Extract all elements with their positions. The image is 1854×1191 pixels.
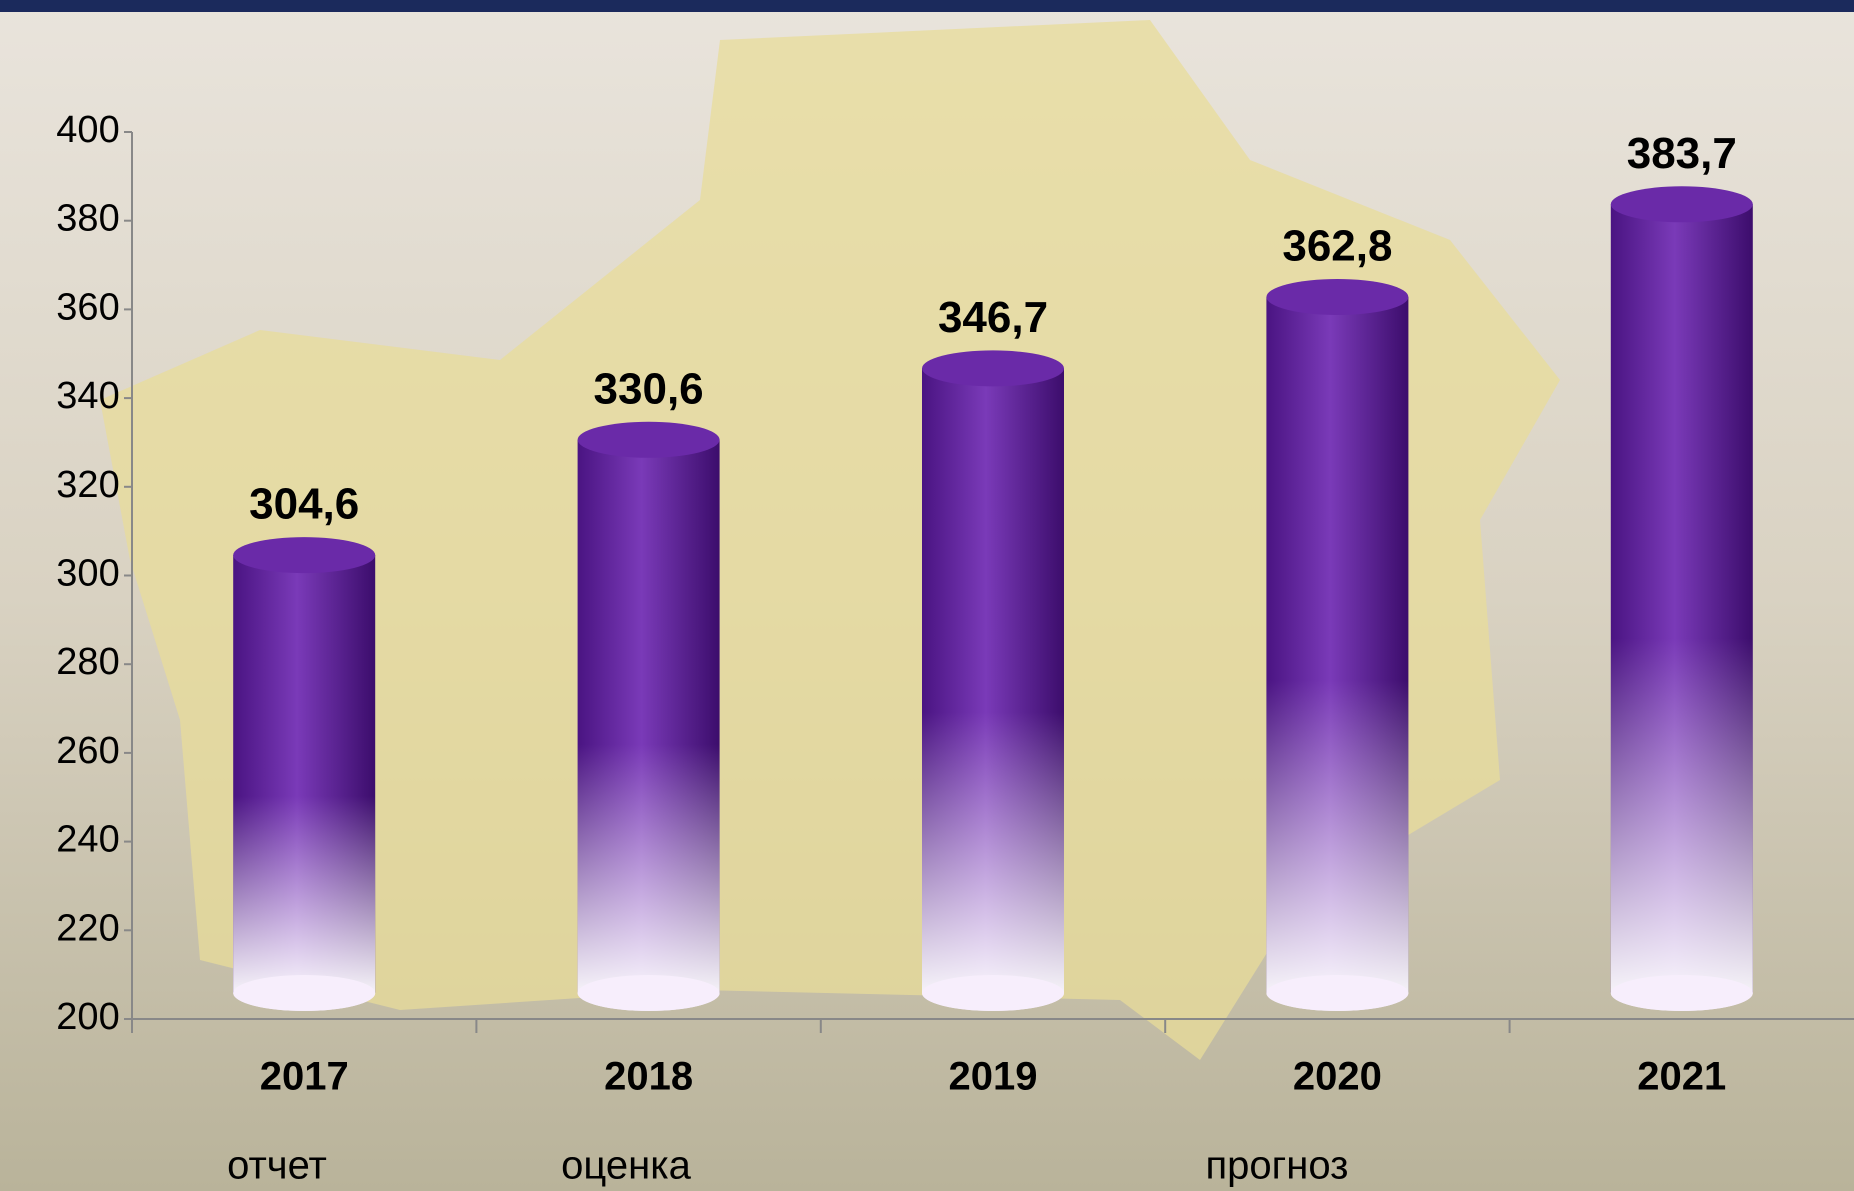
bar-cap <box>233 537 376 574</box>
bar-fade <box>1610 204 1753 993</box>
y-tick-label: 220 <box>56 907 119 949</box>
bar-fade <box>1266 296 1409 993</box>
bar-cap <box>1610 186 1753 223</box>
top-bar <box>0 0 1854 12</box>
y-tick-label: 400 <box>56 109 119 151</box>
y-tick-label: 200 <box>56 996 119 1038</box>
y-tick-label: 320 <box>56 464 119 506</box>
y-tick-label: 300 <box>56 553 119 595</box>
x-tick-label: 2021 <box>1637 1055 1726 1099</box>
y-tick-label: 380 <box>56 198 119 240</box>
y-tick-label: 260 <box>56 730 119 772</box>
annotation: оценка <box>561 1144 691 1188</box>
y-tick-label: 360 <box>56 286 119 328</box>
bar-cap <box>922 350 1064 387</box>
value-label: 346,7 <box>938 293 1048 342</box>
map-shape <box>100 20 1560 1060</box>
bar-fade <box>577 439 720 993</box>
bar-cap <box>577 421 720 458</box>
bar-fade <box>233 555 376 993</box>
annotation: прогноз <box>1206 1144 1349 1188</box>
x-tick-label: 2017 <box>260 1055 349 1099</box>
value-label: 330,6 <box>594 364 704 413</box>
bar-base-overlay <box>1266 975 1409 1011</box>
y-tick-label: 240 <box>56 819 119 861</box>
bar-base-overlay <box>922 975 1064 1011</box>
y-tick-label: 340 <box>56 375 119 417</box>
y-tick-label: 280 <box>56 641 119 683</box>
value-label: 362,8 <box>1282 222 1392 271</box>
bar-base-overlay <box>577 975 720 1011</box>
annotation: отчет <box>227 1144 327 1188</box>
x-tick-label: 2020 <box>1293 1055 1382 1099</box>
x-tick-label: 2018 <box>604 1055 693 1099</box>
bar-base-overlay <box>233 975 376 1011</box>
bar-fade <box>922 368 1064 993</box>
value-label: 383,7 <box>1627 129 1737 178</box>
bar-base-overlay <box>1610 975 1753 1011</box>
value-label: 304,6 <box>249 480 359 529</box>
x-tick-label: 2019 <box>949 1055 1038 1099</box>
bar-cap <box>1266 278 1409 315</box>
